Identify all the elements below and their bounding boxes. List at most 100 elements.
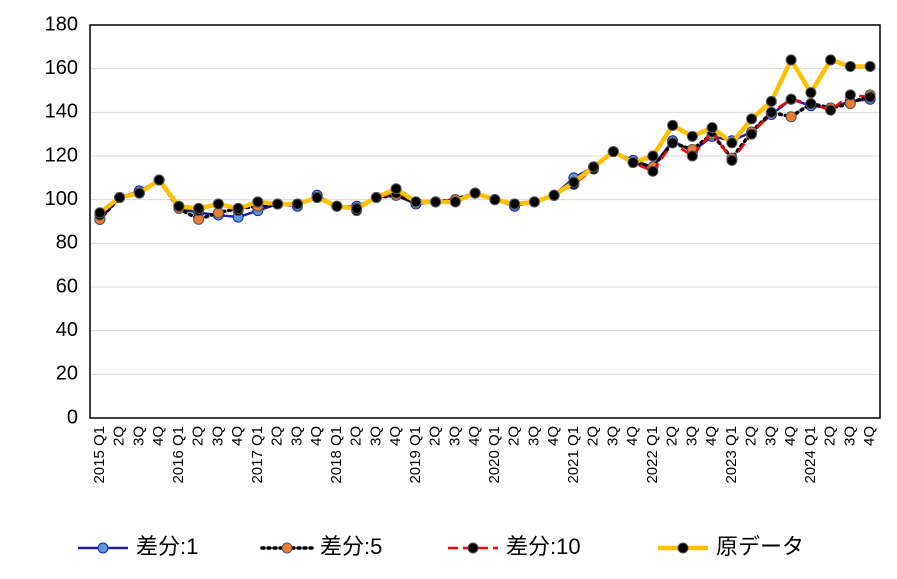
data-point bbox=[785, 54, 797, 66]
data-point bbox=[864, 60, 876, 72]
data-point bbox=[805, 98, 817, 110]
x-tick-label: 2Q bbox=[664, 426, 681, 446]
x-tick-label: 4Q bbox=[466, 426, 483, 446]
data-point bbox=[627, 157, 639, 169]
data-point bbox=[193, 202, 205, 214]
data-point bbox=[173, 200, 185, 212]
data-point bbox=[410, 196, 422, 208]
x-tick-label: 2016 Q1 bbox=[170, 426, 187, 484]
legend-marker bbox=[467, 542, 479, 554]
data-point bbox=[686, 150, 698, 162]
y-tick-label: 100 bbox=[45, 188, 78, 210]
data-point bbox=[647, 150, 659, 162]
data-point bbox=[430, 196, 442, 208]
x-tick-label: 4Q bbox=[387, 426, 404, 446]
data-point bbox=[232, 202, 244, 214]
legend-marker bbox=[677, 542, 689, 554]
data-point bbox=[844, 89, 856, 101]
data-point bbox=[489, 194, 501, 206]
x-tick-label: 2024 Q1 bbox=[802, 426, 819, 484]
data-point bbox=[370, 191, 382, 203]
data-point bbox=[765, 106, 777, 118]
data-point bbox=[825, 54, 837, 66]
x-tick-label: 2017 Q1 bbox=[249, 426, 266, 484]
y-tick-label: 140 bbox=[45, 101, 78, 123]
data-point bbox=[667, 137, 679, 149]
x-tick-label: 3Q bbox=[683, 426, 700, 446]
x-tick-label: 4Q bbox=[229, 426, 246, 446]
y-tick-label: 40 bbox=[56, 319, 78, 341]
data-point bbox=[153, 174, 165, 186]
series-line bbox=[98, 57, 871, 215]
x-tick-label: 2023 Q1 bbox=[723, 426, 740, 484]
x-tick-label: 2Q bbox=[348, 426, 365, 446]
data-point bbox=[469, 187, 481, 199]
x-tick-label: 2021 Q1 bbox=[565, 426, 582, 484]
legend-label: 原データ bbox=[716, 534, 804, 559]
y-tick-label: 0 bbox=[67, 406, 78, 428]
data-point bbox=[805, 87, 817, 99]
x-tick-label: 3Q bbox=[288, 426, 305, 446]
x-tick-label: 2Q bbox=[190, 426, 207, 446]
data-point bbox=[785, 111, 797, 123]
y-tick-label: 20 bbox=[56, 363, 78, 385]
data-point bbox=[746, 113, 758, 125]
y-tick-label: 120 bbox=[45, 144, 78, 166]
y-tick-label: 60 bbox=[56, 275, 78, 297]
data-point bbox=[252, 196, 264, 208]
x-tick-label: 3Q bbox=[525, 426, 542, 446]
data-point bbox=[449, 196, 461, 208]
x-tick-label: 4Q bbox=[703, 426, 720, 446]
legend-label: 差分:5 bbox=[320, 534, 382, 559]
data-point bbox=[351, 202, 363, 214]
x-tick-label: 4Q bbox=[861, 426, 878, 446]
data-point bbox=[114, 191, 126, 203]
x-tick-label: 3Q bbox=[762, 426, 779, 446]
x-tick-label: 4Q bbox=[545, 426, 562, 446]
data-point bbox=[785, 93, 797, 105]
data-point bbox=[548, 189, 560, 201]
legend-label: 差分:10 bbox=[506, 534, 581, 559]
legend-label: 差分:1 bbox=[136, 534, 198, 559]
x-tick-label: 3Q bbox=[367, 426, 384, 446]
legend-marker bbox=[97, 542, 109, 554]
data-point bbox=[647, 165, 659, 177]
data-point bbox=[509, 198, 521, 210]
data-point bbox=[94, 207, 106, 219]
data-point bbox=[726, 154, 738, 166]
data-point bbox=[607, 146, 619, 158]
x-tick-label: 2Q bbox=[506, 426, 523, 446]
data-point bbox=[765, 95, 777, 107]
y-tick-label: 80 bbox=[56, 232, 78, 254]
x-tick-label: 4Q bbox=[150, 426, 167, 446]
x-tick-label: 2018 Q1 bbox=[328, 426, 345, 484]
data-point bbox=[844, 60, 856, 72]
x-tick-label: 3Q bbox=[604, 426, 621, 446]
data-point bbox=[686, 130, 698, 142]
data-point bbox=[272, 198, 284, 210]
x-tick-label: 2Q bbox=[111, 426, 128, 446]
x-tick-label: 2019 Q1 bbox=[407, 426, 424, 484]
data-point bbox=[528, 196, 540, 208]
x-tick-label: 2Q bbox=[743, 426, 760, 446]
data-point bbox=[726, 137, 738, 149]
x-tick-label: 2022 Q1 bbox=[644, 426, 661, 484]
data-point bbox=[746, 128, 758, 140]
data-point bbox=[311, 191, 323, 203]
data-point bbox=[588, 161, 600, 173]
x-tick-label: 2Q bbox=[822, 426, 839, 446]
y-tick-label: 180 bbox=[45, 13, 78, 35]
data-point bbox=[133, 187, 145, 199]
x-tick-label: 4Q bbox=[782, 426, 799, 446]
data-point bbox=[291, 198, 303, 210]
x-tick-label: 3Q bbox=[209, 426, 226, 446]
x-tick-label: 3Q bbox=[446, 426, 463, 446]
x-tick-label: 2Q bbox=[585, 426, 602, 446]
y-tick-label: 160 bbox=[45, 57, 78, 79]
data-point bbox=[390, 183, 402, 195]
data-point bbox=[864, 91, 876, 103]
x-tick-label: 3Q bbox=[130, 426, 147, 446]
data-point bbox=[212, 198, 224, 210]
plot-border bbox=[89, 24, 881, 419]
